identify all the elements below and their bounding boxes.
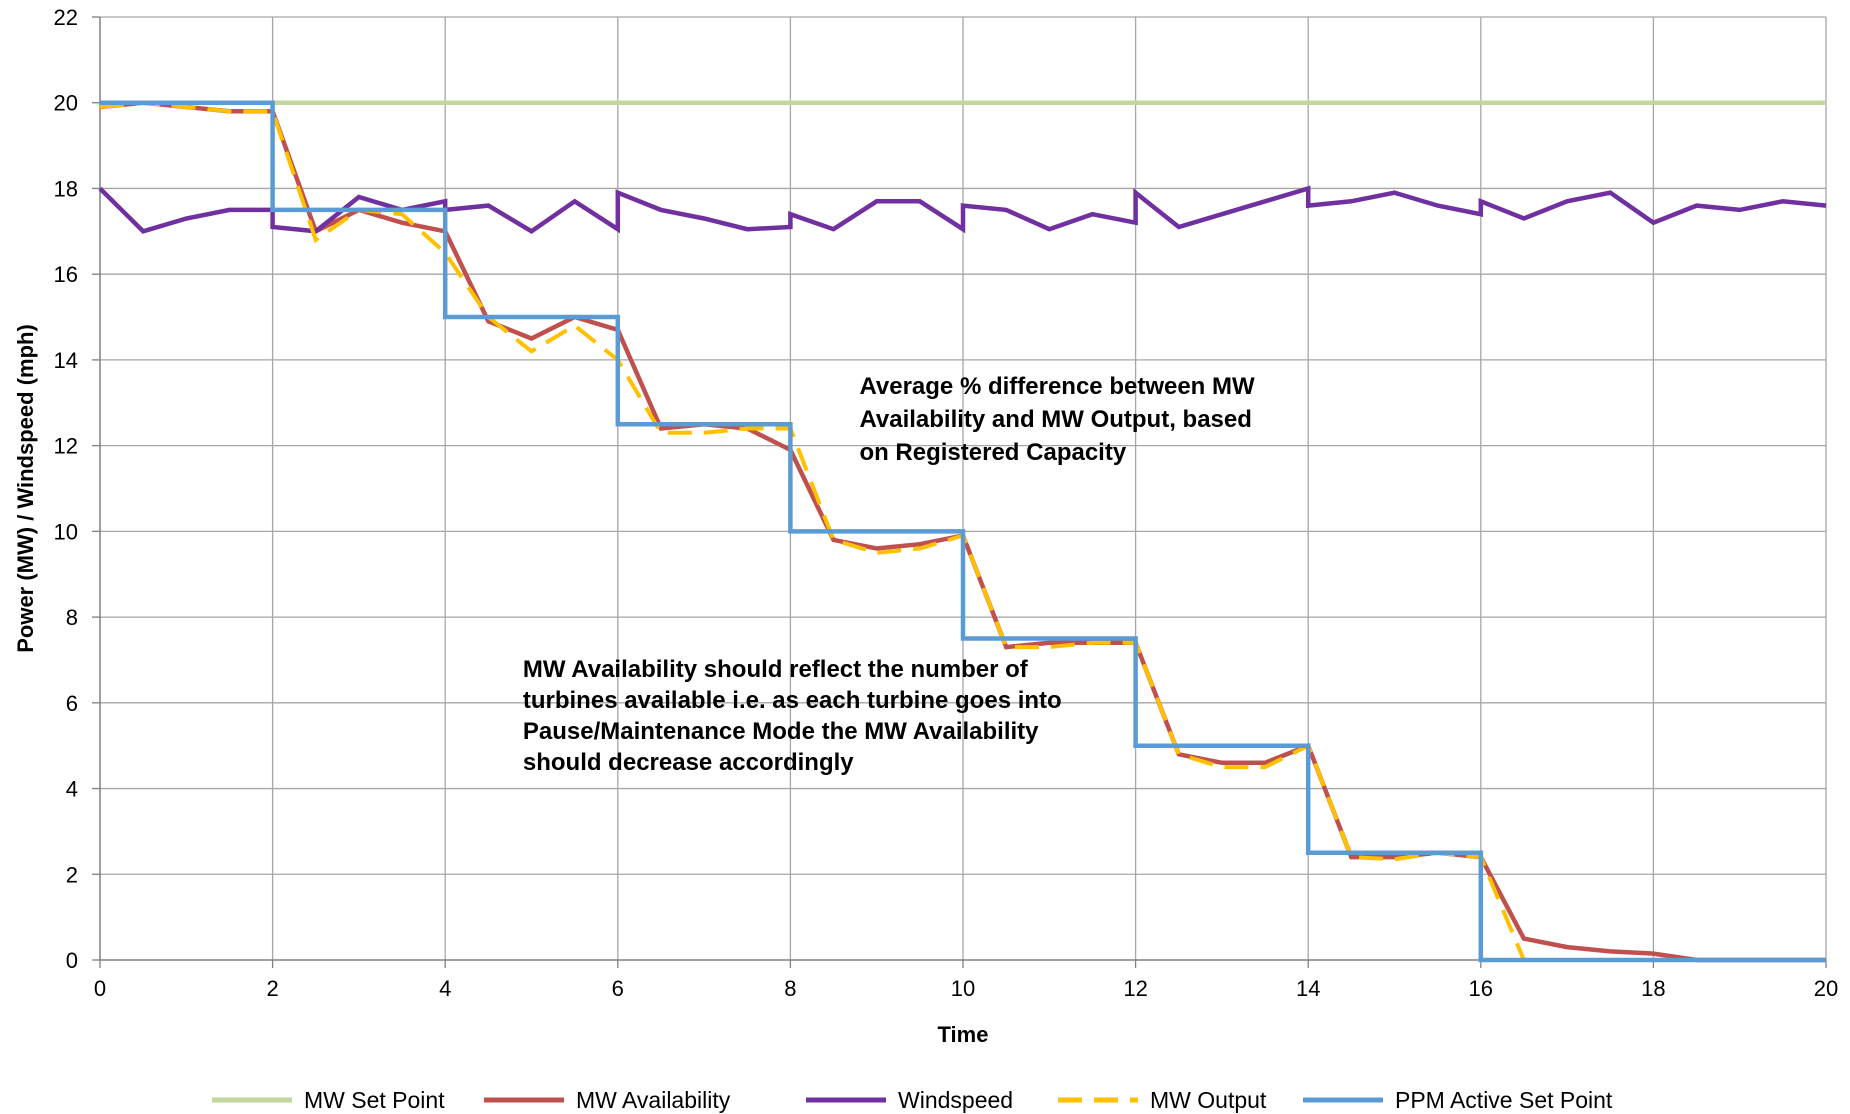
- annotation-line: MW Availability should reflect the numbe…: [523, 656, 1029, 683]
- x-tick-label: 10: [951, 976, 975, 1001]
- legend-item: MW Set Point: [212, 1087, 445, 1113]
- x-tick-label: 0: [94, 976, 106, 1001]
- series-line-ppm-active-set-point: [100, 100, 1826, 963]
- grid: [100, 16, 1827, 960]
- y-tick-label: 20: [54, 91, 78, 116]
- y-tick-label: 6: [66, 691, 78, 716]
- annotation-line: Average % difference between MW: [859, 373, 1255, 400]
- y-tick-label: 8: [66, 605, 78, 630]
- legend: MW Set Point MW Availability Windspeed MW O…: [212, 1087, 1613, 1113]
- y-tick-label: 12: [54, 434, 78, 459]
- x-tick-label: 4: [439, 976, 451, 1001]
- x-tick-label: 12: [1123, 976, 1147, 1001]
- annotation-line: Availability and MW Output, based: [859, 406, 1251, 433]
- y-tick-label: 4: [66, 777, 78, 802]
- x-tick-label: 16: [1469, 976, 1493, 1001]
- x-tick-label: 6: [612, 976, 624, 1001]
- x-tick-label: 8: [784, 976, 796, 1001]
- legend-label: MW Output: [1150, 1087, 1267, 1113]
- x-tick-label: 20: [1814, 976, 1838, 1001]
- annotation-text: MW Availability should reflect the numbe…: [523, 656, 1062, 776]
- annotation-line: on Registered Capacity: [859, 439, 1126, 466]
- legend-item: PPM Active Set Point: [1303, 1087, 1613, 1113]
- legend-item: MW Availability: [484, 1087, 731, 1113]
- y-tick-label: 0: [66, 948, 78, 973]
- y-tick-label: 22: [54, 5, 78, 30]
- y-axis-title: Power (MW) / Windspeed (mph): [13, 324, 38, 653]
- y-tick-label: 18: [54, 176, 78, 201]
- y-tick-label: 16: [54, 262, 78, 287]
- annotations: Average % difference between MW Availabil…: [523, 373, 1255, 776]
- x-axis-title: Time: [938, 1022, 989, 1047]
- legend-label: MW Availability: [576, 1087, 731, 1113]
- annotation-text: Average % difference between MW Availabil…: [859, 373, 1255, 466]
- legend-label: PPM Active Set Point: [1395, 1087, 1613, 1113]
- legend-label: MW Set Point: [304, 1087, 445, 1113]
- y-tick-label: 10: [54, 519, 78, 544]
- plot-area: [98, 100, 1827, 963]
- y-tick-label: 2: [66, 862, 78, 887]
- x-tick-label: 2: [266, 976, 278, 1001]
- legend-item: MW Output: [1058, 1087, 1267, 1113]
- annotation-line: turbines available i.e. as each turbine …: [523, 687, 1062, 714]
- legend-item: Windspeed: [806, 1087, 1013, 1113]
- annotation-line: should decrease accordingly: [523, 749, 854, 776]
- y-tick-label: 14: [54, 348, 78, 373]
- series-line-mw-output: [99, 100, 1526, 961]
- legend-label: Windspeed: [898, 1087, 1013, 1113]
- x-tick-label: 14: [1296, 976, 1320, 1001]
- annotation-line: Pause/Maintenance Mode the MW Availabili…: [523, 718, 1039, 745]
- x-tick-label: 18: [1641, 976, 1665, 1001]
- axes: 0 2 4 6 8 10 12 14 16 18 20 22 0 2 4 6 8 10 12 14 16 18 20: [54, 5, 1839, 1001]
